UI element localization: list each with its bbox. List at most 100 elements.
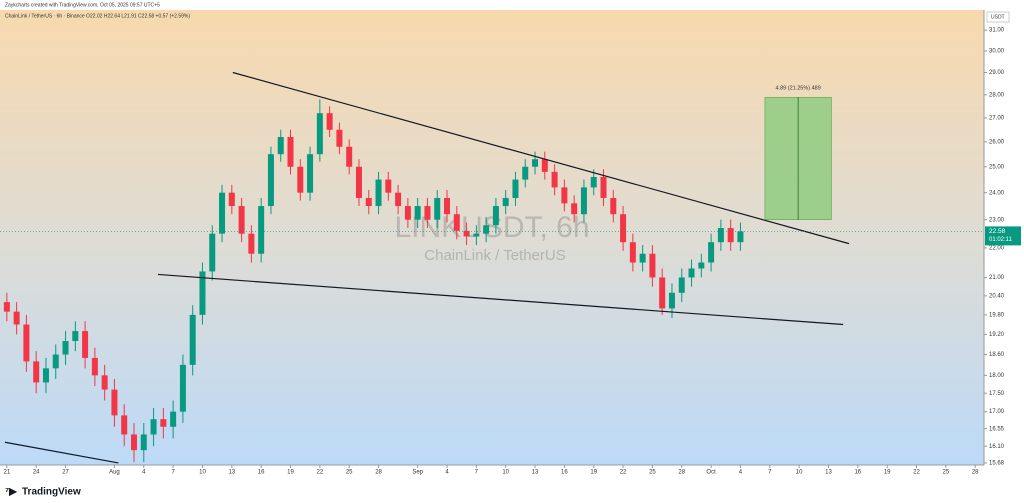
x-tick-label: 19 [884, 470, 891, 476]
x-tick-label: Aug [109, 470, 120, 476]
candle-body [698, 262, 705, 269]
candle-body [336, 129, 343, 147]
candle-body [91, 357, 98, 376]
x-tick-label: 7 [475, 470, 479, 476]
candle-body [385, 179, 392, 193]
candle-body [179, 364, 186, 412]
x-tick-label: 25 [943, 470, 950, 476]
candle-body [111, 389, 118, 416]
trendline [157, 273, 844, 326]
candle-body [258, 206, 265, 254]
currency-box [986, 11, 1010, 23]
y-tick-label: 16.55 [989, 426, 1005, 432]
x-tick-label: 16 [561, 470, 568, 476]
x-tick-label: 7 [171, 470, 175, 476]
y-tick-label: 26.00 [989, 139, 1005, 145]
candle-body [316, 113, 323, 155]
candle-body [522, 166, 529, 180]
candle-body [424, 206, 431, 220]
x-tick-label: 13 [825, 470, 832, 476]
currency: USDT [991, 14, 1005, 20]
plot-background [0, 10, 984, 465]
symbol-info: ChainLink / TetherUS · 6h · Binance O22.… [5, 13, 190, 19]
x-tick-label: 25 [649, 470, 656, 476]
candle-body [600, 176, 607, 198]
y-tick-label: 24.00 [989, 190, 1005, 196]
candle-body [131, 434, 138, 451]
candle-body [355, 166, 362, 198]
candle-body [42, 368, 49, 383]
x-tick-label: 22 [620, 470, 627, 476]
x-tick-label: 27 [62, 470, 69, 476]
candle-body [189, 314, 196, 365]
candle-body [404, 206, 411, 220]
candle-body [82, 331, 89, 358]
x-tick-label: 19 [590, 470, 597, 476]
y-tick-label: 27.00 [989, 115, 1005, 121]
y-tick-label: 19.80 [989, 312, 1005, 318]
candle-body [659, 277, 666, 309]
x-tick-label: 16 [854, 470, 861, 476]
candle-body [463, 230, 470, 237]
x-tick-label: 4 [445, 470, 449, 476]
y-tick-label: 16.10 [989, 444, 1005, 450]
candle-body [453, 214, 460, 231]
candle-body [375, 179, 382, 207]
candle-body [551, 171, 558, 188]
candle-body [160, 419, 167, 427]
candle-body [267, 154, 274, 207]
y-tick-label: 19.20 [989, 332, 1005, 338]
countdown: 01:02:11 [989, 237, 1013, 243]
x-tick-label: 21 [4, 470, 11, 476]
candle-body [170, 411, 177, 427]
x-tick-label: 22 [913, 470, 920, 476]
x-tick-label: 28 [375, 470, 382, 476]
candle-body [580, 187, 587, 215]
candle-body [688, 268, 695, 278]
credit: Zaykcharts created with TradingView.com,… [5, 2, 160, 8]
x-tick-label: Sep [412, 470, 423, 476]
y-tick-label: 23.00 [989, 217, 1005, 223]
candle-body [140, 434, 147, 451]
candle-body [708, 242, 715, 263]
candle-body [434, 197, 441, 220]
x-tick-label: 24 [33, 470, 40, 476]
candle-body [473, 233, 480, 237]
last-price: 22.58 [989, 228, 1006, 235]
candle-body [649, 253, 656, 278]
candle-body [248, 233, 255, 254]
candle-body [23, 324, 30, 362]
candle-body [346, 146, 353, 167]
y-tick-label: 21.00 [989, 275, 1005, 281]
y-tick-label: 17.50 [989, 391, 1005, 397]
trendline [232, 71, 850, 245]
y-tick-label: 15.68 [989, 461, 1005, 467]
x-tick-label: 4 [142, 470, 146, 476]
candle-body [541, 159, 548, 172]
candle-body [3, 302, 10, 312]
x-tick-label: 10 [796, 470, 803, 476]
candle-body [727, 228, 734, 243]
candle-body [532, 159, 539, 167]
x-tick-label: Oct [706, 470, 716, 476]
y-tick-label: 29.00 [989, 70, 1005, 76]
candle-body [199, 271, 206, 315]
y-tick-label: 30.00 [989, 49, 1005, 55]
candle-body [668, 292, 675, 309]
candle-body [414, 206, 421, 220]
x-tick-label: 7 [768, 470, 772, 476]
candle-body [365, 197, 372, 207]
y-tick-label: 31.00 [989, 28, 1005, 34]
y-tick-label: 18.00 [989, 373, 1005, 379]
candle-body [483, 225, 490, 234]
candle-body [571, 203, 578, 215]
x-tick-label: 22 [317, 470, 324, 476]
watermark-title: LINKUSDT, 6h [394, 211, 589, 244]
trendline [4, 441, 119, 464]
candle-body [72, 331, 79, 342]
watermark-subtitle: ChainLink / TetherUS [424, 247, 565, 264]
candle-body [678, 277, 685, 293]
candle-body [512, 179, 519, 198]
candle-body [52, 354, 59, 369]
